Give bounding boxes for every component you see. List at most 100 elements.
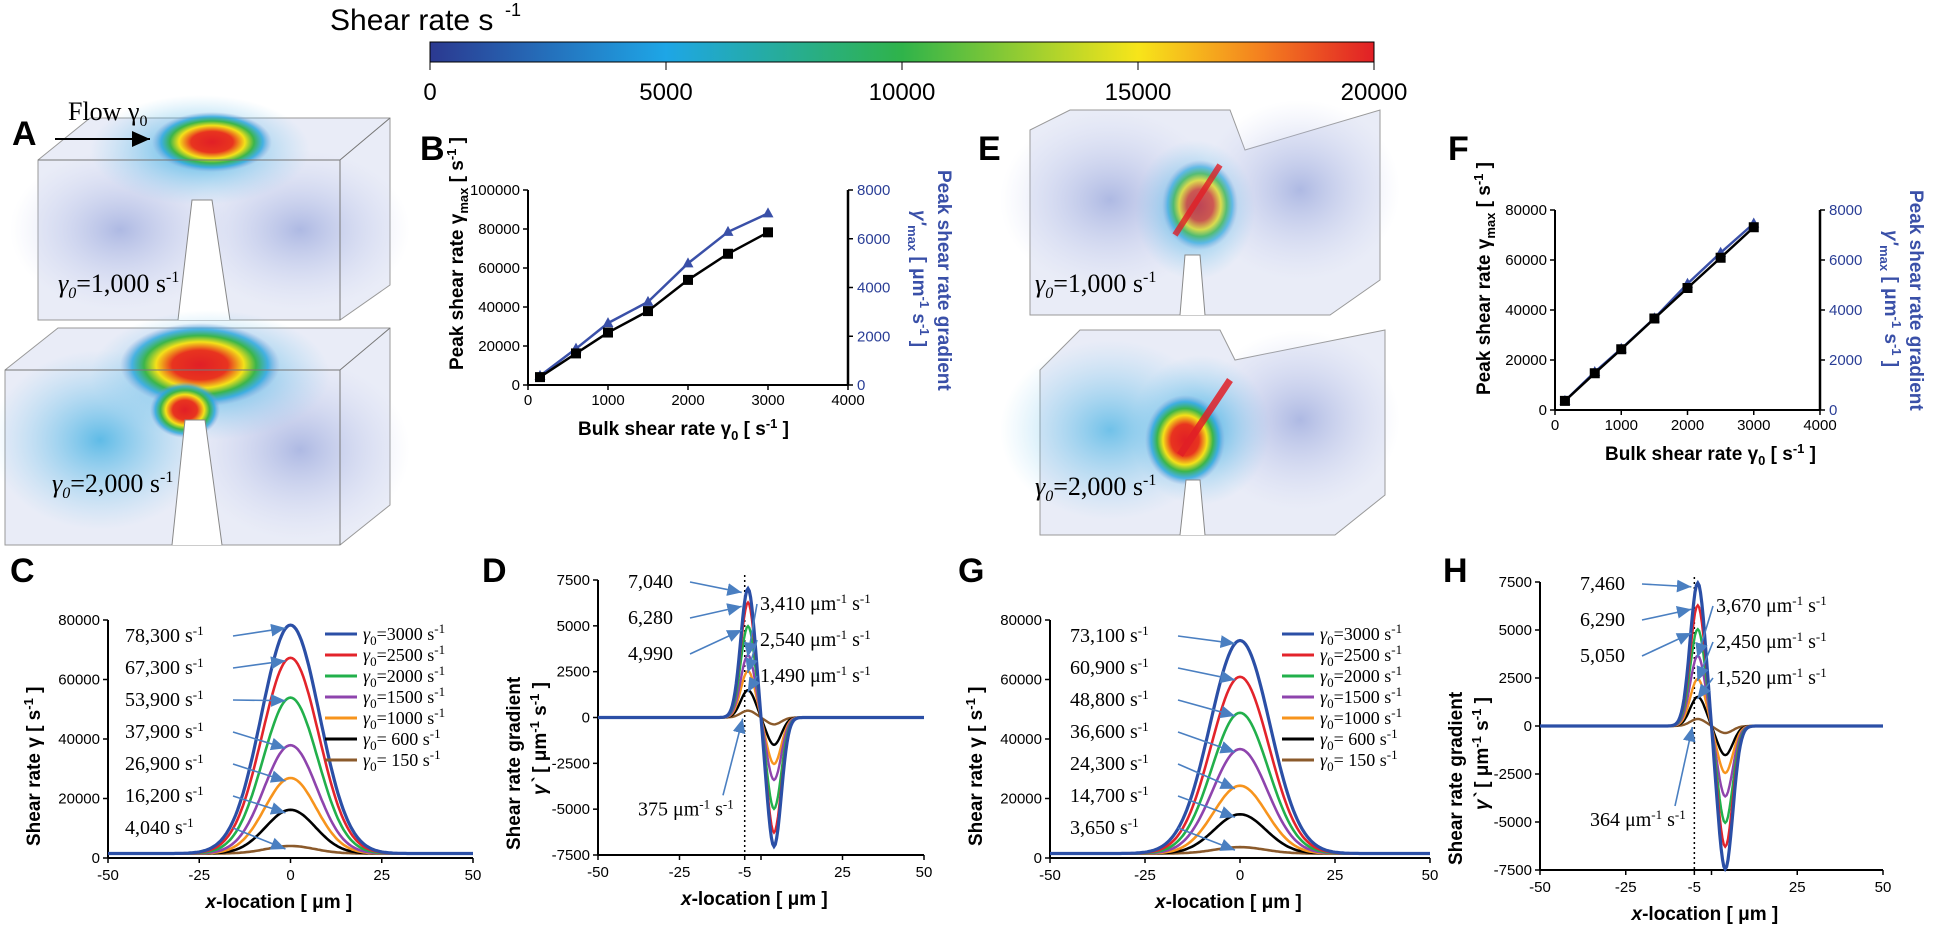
y2-tick-label: 4000 (857, 280, 890, 297)
peak-annotation: 16,200 s-1 (125, 783, 204, 807)
y-tick-label: -5000 (1494, 814, 1532, 831)
panel-label-d: D (482, 552, 507, 590)
peak-annotation: 53,900 s-1 (125, 687, 204, 711)
y2-tick-label: 2000 (1829, 352, 1862, 369)
y-tick-label: 60000 (1000, 672, 1042, 689)
x-tick-label: -5 (1688, 879, 1701, 896)
y-tick-label: 80000 (1000, 612, 1042, 629)
legend-entry: γ0=3000 s-1 (1320, 621, 1402, 648)
peak-annotation: 375 μm-1 s-1 (638, 796, 734, 820)
colorbar-tick-label: 10000 (869, 79, 936, 106)
x-tick-label: 4000 (1803, 417, 1836, 434)
y2-tick-label: 8000 (1829, 202, 1862, 219)
peak-point (571, 348, 581, 359)
y-tick-label: -2500 (1494, 766, 1532, 783)
y-tick-label: 20000 (1000, 791, 1042, 808)
chart-d-gradient-profile: -50 -25 -5 25 50 -7500 -5000 -2500 0 2500 5000 7500… (504, 571, 932, 910)
y-axis-label: Shear rate γ [ s-1 ] (21, 687, 45, 846)
y2-tick-label: 8000 (857, 182, 890, 199)
colorbar-tick-label: 5000 (639, 79, 692, 106)
panel-label-e: E (978, 130, 1001, 168)
y-tick-label: 7500 (557, 572, 590, 589)
annotation-arrow (1177, 699, 1236, 719)
y-axis-label: Peak shear rate γmax [ s-1 ] (444, 137, 471, 370)
x-tick-label: 4000 (831, 392, 864, 409)
y-tick-label: 0 (1539, 402, 1547, 419)
x-tick-label: 25 (834, 864, 851, 881)
y2-tick-label: 4000 (1829, 302, 1862, 319)
y-tick-label: 80000 (1505, 202, 1547, 219)
y-tick-label: 5000 (557, 618, 590, 635)
series-line (598, 585, 924, 850)
x-axis-label: Bulk shear rate γ0 [ s-1 ] (578, 416, 789, 443)
y-tick-label: -2500 (552, 755, 590, 772)
peak-annotation: 14,700 s-1 (1070, 783, 1149, 807)
y-tick-label: 60000 (478, 260, 520, 277)
colorbar-ticks: 0 5000 10000 15000 20000 (423, 62, 1407, 106)
y-tick-label: 40000 (58, 731, 100, 748)
x-tick-label: 2000 (671, 392, 704, 409)
x-tick-label: 50 (916, 864, 933, 881)
legend-entry: γ0=2000 s-1 (363, 663, 445, 690)
y-tick-label: -7500 (1494, 862, 1532, 879)
legend-entry: γ0=2500 s-1 (363, 642, 445, 669)
peak-annotation: 6,280 (628, 607, 673, 629)
x-tick-label: 1000 (1605, 417, 1638, 434)
colorbar-gradient (429, 41, 1375, 63)
colorbar-tick-label: 20000 (1341, 79, 1408, 106)
legend-entry: γ0=3000 s-1 (363, 621, 445, 648)
legend-entry: γ0= 150 s-1 (363, 747, 441, 774)
peak-point (1649, 313, 1660, 324)
y-tick-label: 100000 (470, 182, 520, 199)
annotation-arrow (689, 581, 742, 596)
peak-annotation: 2,540 μm-1 s-1 (760, 627, 871, 651)
x-tick-label: 0 (1551, 417, 1559, 434)
y-axis-unit: γ` [ μm-1 s-1 ] (1469, 697, 1493, 810)
annotation-arrow (232, 623, 286, 637)
e-bottom-label: γ0=2,000 s-1 (1035, 472, 1156, 505)
annotation-arrow (232, 827, 286, 850)
x-tick-label: 0 (1236, 867, 1244, 884)
x-tick-label: 0 (524, 392, 532, 409)
colorbar: Shear rate s -1 0 5000 10000 15000 20000 (330, 0, 1407, 106)
annotation-arrow (1177, 763, 1236, 790)
x-tick-label: -5 (738, 864, 751, 881)
chart-g-shear-profile: -50 -25 0 25 50 0 20000 40000 60000 80000 73,100 s… (963, 612, 1438, 913)
peak-point (603, 327, 613, 338)
annotation-arrow (1695, 605, 1714, 658)
x-tick-label: -25 (1615, 879, 1637, 896)
panel-a-simulation-top: Flow γ0 γ0=1,000 s-1 (10, 95, 410, 321)
y-axis-label: Shear rate gradient (504, 676, 525, 850)
peak-annotation: 5,050 (1580, 645, 1625, 667)
panel-label-a: A (12, 115, 37, 153)
peak-annotation: 3,670 μm-1 s-1 (1716, 593, 1827, 617)
y-tick-label: 20000 (478, 338, 520, 355)
x-tick-label: 50 (465, 867, 482, 884)
annotation-arrow (1641, 579, 1692, 593)
peak-annotation: 7,460 (1580, 573, 1625, 595)
peak-annotation: 1,520 μm-1 s-1 (1716, 665, 1827, 689)
legend-entry: γ0= 600 s-1 (363, 726, 441, 753)
y-axis-label: Shear rate gradient (1446, 691, 1467, 865)
y-axis-unit: γ` [ μm-1 s-1 ] (527, 682, 551, 795)
peak-point (1616, 344, 1627, 355)
x-tick-label: 50 (1422, 867, 1439, 884)
legend-entry: γ0=2000 s-1 (1320, 663, 1402, 690)
peak-point (1559, 395, 1570, 406)
peak-annotation: 48,800 s-1 (1070, 687, 1149, 711)
peak-point (1682, 283, 1693, 293)
peak-annotation: 1,490 μm-1 s-1 (760, 663, 871, 687)
annotation-arrow (1641, 632, 1692, 657)
legend-entry: γ0= 150 s-1 (1320, 747, 1398, 774)
x-tick-label: -50 (97, 867, 119, 884)
annotation-arrow (232, 763, 286, 783)
y2-tick-label: 6000 (1829, 252, 1862, 269)
annotation-arrow (1177, 731, 1236, 754)
peak-annotation: 36,600 s-1 (1070, 719, 1149, 743)
series-line (1540, 579, 1883, 873)
legend-entry: γ0=1000 s-1 (363, 705, 445, 732)
y-axis-label: Peak shear rate γmax [ s-1 ] (1471, 162, 1498, 395)
y2-tick-label: 2000 (857, 328, 890, 345)
y-tick-label: 20000 (58, 791, 100, 808)
